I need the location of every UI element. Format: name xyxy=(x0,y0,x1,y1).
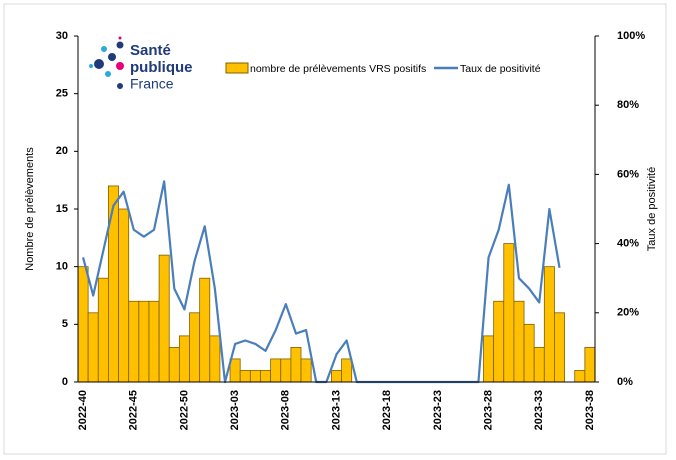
bar xyxy=(148,300,160,383)
x-tick-label: 2022-50 xyxy=(178,390,190,430)
y2-tick-label: 20% xyxy=(617,307,639,319)
bar xyxy=(331,370,342,383)
bar xyxy=(199,277,211,383)
y-tick-label: 5 xyxy=(62,318,68,330)
bar xyxy=(168,346,180,383)
bar xyxy=(554,312,565,383)
x-tick-label: 2023-18 xyxy=(381,390,393,430)
bar xyxy=(523,323,535,383)
logo-text: France xyxy=(130,76,174,92)
bar xyxy=(280,358,292,383)
y-axis-label: Nombre de prélèvements xyxy=(24,147,36,271)
x-tick-label: 2023-38 xyxy=(584,390,596,430)
bar xyxy=(290,346,302,383)
bar xyxy=(239,370,251,383)
y-tick-label: 0 xyxy=(62,376,68,388)
logo-text: publique xyxy=(130,59,193,76)
bar xyxy=(128,300,140,383)
bar xyxy=(209,335,221,383)
bar xyxy=(300,358,312,383)
x-tick-label: 2023-23 xyxy=(432,390,444,430)
x-tick-label: 2023-28 xyxy=(482,390,494,430)
bar xyxy=(118,208,130,383)
legend-label: nombre de prélèvements VRS positifs xyxy=(250,63,426,75)
bar xyxy=(574,370,586,383)
bar xyxy=(138,300,150,383)
bar xyxy=(503,243,515,383)
y-tick-label: 10 xyxy=(56,261,68,273)
x-tick-label: 2023-08 xyxy=(280,390,292,430)
x-tick-label: 2023-03 xyxy=(229,390,241,430)
y2-tick-label: 80% xyxy=(617,99,639,111)
logo-dot xyxy=(89,64,93,68)
y2-tick-label: 100% xyxy=(617,30,645,42)
x-tick-label: 2022-45 xyxy=(128,390,140,430)
logo-dot xyxy=(108,53,116,61)
y-tick-label: 15 xyxy=(56,203,68,215)
bar xyxy=(543,266,555,383)
x-tick-label: 2022-40 xyxy=(77,390,89,430)
legend-swatch xyxy=(225,62,249,74)
legend-label: Taux de positivité xyxy=(460,63,541,75)
y-tick-label: 20 xyxy=(56,145,68,157)
bar xyxy=(249,370,261,383)
bar xyxy=(178,335,190,383)
bar xyxy=(483,335,495,383)
y-tick-label: 25 xyxy=(56,88,68,100)
logo-dot xyxy=(118,36,122,40)
logo-dot xyxy=(105,71,111,77)
x-tick-label: 2023-33 xyxy=(533,390,545,430)
logo-text: Santé xyxy=(130,42,171,59)
bar xyxy=(260,370,272,383)
bar xyxy=(189,312,201,383)
y2-tick-label: 0% xyxy=(617,376,633,388)
bar xyxy=(513,300,525,383)
bar xyxy=(341,358,353,383)
bar xyxy=(270,358,282,383)
bar xyxy=(158,254,170,383)
bar xyxy=(77,266,89,383)
logo: Santé publique France xyxy=(89,36,193,92)
bar xyxy=(584,346,596,383)
logo-dot xyxy=(116,41,124,49)
bar xyxy=(97,277,109,383)
bar xyxy=(229,358,241,383)
bar xyxy=(108,185,119,383)
bar xyxy=(493,300,505,383)
logo-dot xyxy=(116,62,124,70)
bar xyxy=(87,312,99,383)
bar xyxy=(533,346,545,383)
logo-dot xyxy=(94,59,104,69)
logo-dot xyxy=(117,83,123,89)
y-tick-label: 30 xyxy=(56,30,68,42)
y2-tick-label: 60% xyxy=(617,168,639,180)
y2-axis-label: Taux de positivité xyxy=(646,167,658,251)
x-tick-label: 2023-13 xyxy=(330,390,342,430)
y2-tick-label: 40% xyxy=(617,238,639,250)
logo-dot xyxy=(101,46,107,52)
